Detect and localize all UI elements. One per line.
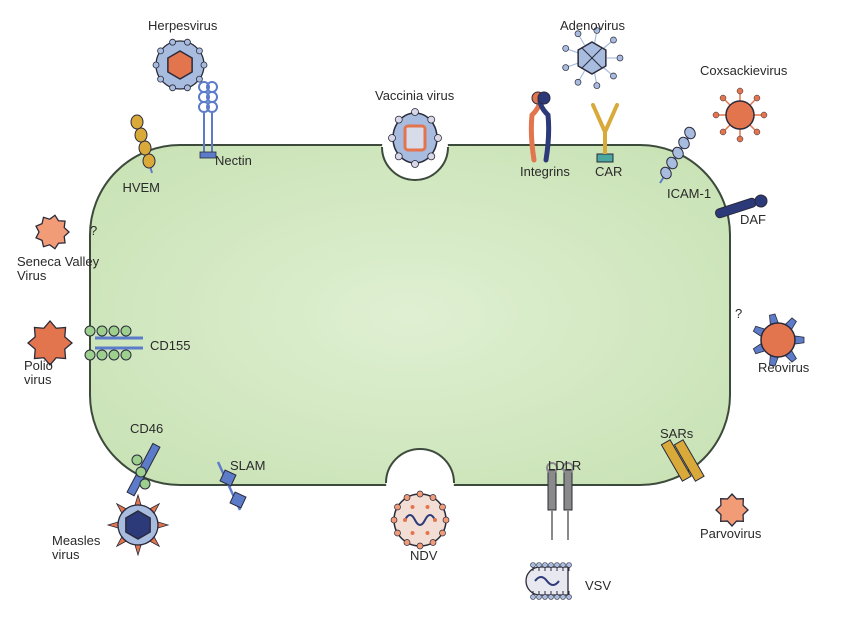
label-integrins: Integrins <box>520 164 570 179</box>
label-vaccinia: Vaccinia virus <box>375 88 455 103</box>
label-hvem: HVEM <box>122 180 160 195</box>
cell-body <box>90 145 730 485</box>
vaccinia-icon <box>389 109 442 168</box>
herpesvirus-icon <box>153 39 207 91</box>
label-cd155: CD155 <box>150 338 190 353</box>
measles-icon <box>108 495 168 555</box>
label-q1: ? <box>90 223 97 238</box>
label-parvo: Parvovirus <box>700 526 762 541</box>
label-q2: ? <box>735 306 742 321</box>
label-adenovirus: Adenovirus <box>560 18 626 33</box>
label-sars: SARs <box>660 426 694 441</box>
label-cd46: CD46 <box>130 421 163 436</box>
label-icam1: ICAM-1 <box>667 186 711 201</box>
label-seneca: Seneca Valley <box>17 254 100 269</box>
adenovirus-icon <box>563 27 623 88</box>
label-measles: virus <box>52 547 80 562</box>
label-reo: Reovirus <box>758 360 810 375</box>
label-ldlr: LDLR <box>548 458 581 473</box>
label-slam: SLAM <box>230 458 265 473</box>
reovirus-icon <box>753 314 804 366</box>
vsv-icon <box>526 563 572 600</box>
label-measles: Measles <box>52 533 101 548</box>
label-coxsackie: Coxsackievirus <box>700 63 788 78</box>
ndv-icon <box>391 491 449 549</box>
label-car: CAR <box>595 164 622 179</box>
parvovirus-icon <box>716 494 748 526</box>
label-nectin: Nectin <box>215 153 252 168</box>
label-herpesvirus: Herpesvirus <box>148 18 218 33</box>
label-polio: virus <box>24 372 52 387</box>
label-polio: Polio <box>24 358 53 373</box>
label-ndv: NDV <box>410 548 438 563</box>
label-vsv: VSV <box>585 578 611 593</box>
coxsackievirus-icon <box>713 88 767 142</box>
label-daf: DAF <box>740 212 766 227</box>
seneca-icon <box>36 215 69 248</box>
label-seneca: Virus <box>17 268 47 283</box>
